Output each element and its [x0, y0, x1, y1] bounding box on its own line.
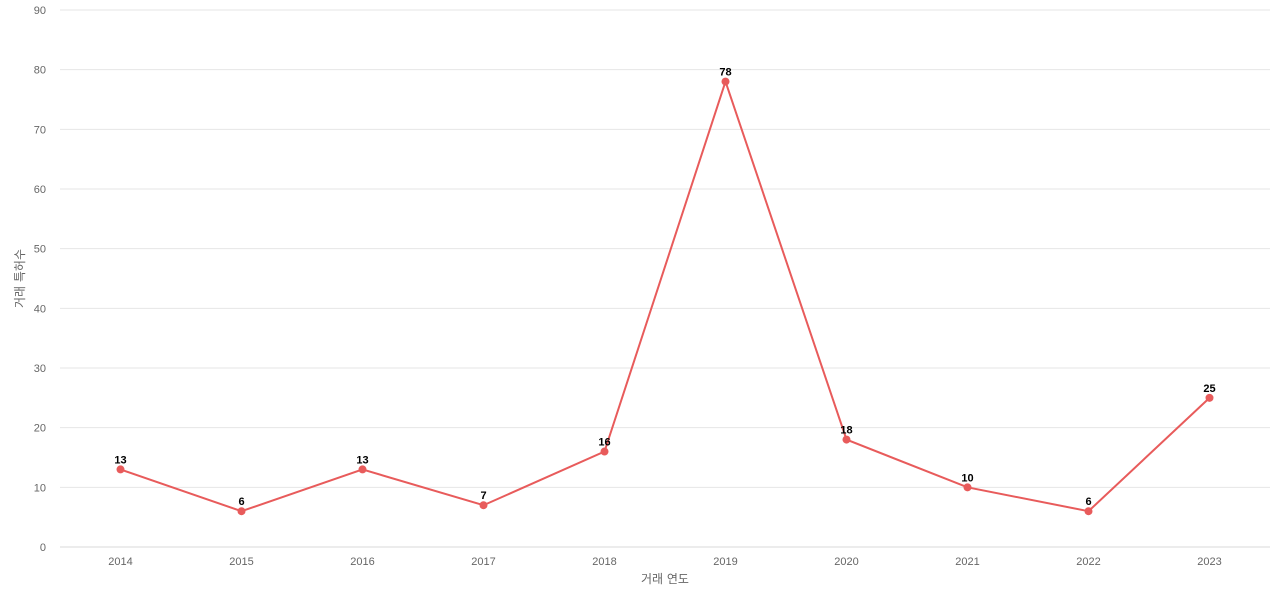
data-label: 13	[356, 454, 368, 466]
y-tick-label: 40	[34, 303, 46, 315]
data-labels: 13 6 13 7 16 78 18 10 6 25	[114, 67, 1215, 509]
data-label: 7	[480, 490, 486, 502]
x-tick-label: 2020	[834, 556, 858, 568]
y-tick-label: 80	[34, 65, 46, 77]
data-point[interactable]	[963, 483, 972, 492]
data-label: 16	[598, 437, 610, 449]
x-tick-label: 2019	[713, 556, 737, 568]
data-label: 78	[719, 67, 731, 79]
x-tick-label: 2023	[1197, 556, 1221, 568]
data-point[interactable]	[1084, 507, 1093, 516]
series-line	[120, 78, 1211, 513]
y-tick-label: 30	[34, 363, 46, 375]
data-point[interactable]	[479, 501, 488, 510]
data-point[interactable]	[600, 447, 609, 456]
data-label: 18	[840, 425, 852, 437]
data-point[interactable]	[1205, 393, 1214, 402]
x-tick-label: 2017	[471, 556, 495, 568]
data-point[interactable]	[842, 435, 851, 444]
data-point[interactable]	[721, 77, 730, 86]
data-point[interactable]	[116, 465, 125, 474]
y-axis-title: 거래 특허수	[13, 249, 27, 308]
y-tick-label: 70	[34, 124, 46, 136]
data-label: 6	[1085, 496, 1091, 508]
data-label: 6	[238, 496, 244, 508]
x-tick-label: 2021	[955, 556, 979, 568]
y-tick-label: 0	[40, 542, 46, 554]
y-tick-label: 50	[34, 244, 46, 256]
x-axis-ticks: 2014 2015 2016 2017 2018 2019 2020 2021 2022 2023	[108, 556, 1221, 568]
x-tick-label: 2014	[108, 556, 132, 568]
y-tick-label: 60	[34, 184, 46, 196]
data-label: 10	[961, 472, 973, 484]
y-tick-label: 90	[34, 5, 46, 17]
data-point[interactable]	[237, 507, 246, 516]
y-axis-ticks: 0 10 20 30 40 50 60 70 80 90	[34, 5, 46, 554]
data-label: 13	[114, 454, 126, 466]
data-point[interactable]	[358, 465, 367, 474]
grid-lines	[60, 9, 1270, 548]
x-tick-label: 2018	[592, 556, 616, 568]
x-tick-label: 2015	[229, 556, 253, 568]
y-tick-label: 10	[34, 482, 46, 494]
x-tick-label: 2016	[350, 556, 374, 568]
y-tick-label: 20	[34, 423, 46, 435]
x-axis-title: 거래 연도	[641, 572, 689, 586]
series-layer	[116, 77, 1214, 516]
data-label: 25	[1203, 383, 1215, 395]
x-tick-label: 2022	[1076, 556, 1100, 568]
